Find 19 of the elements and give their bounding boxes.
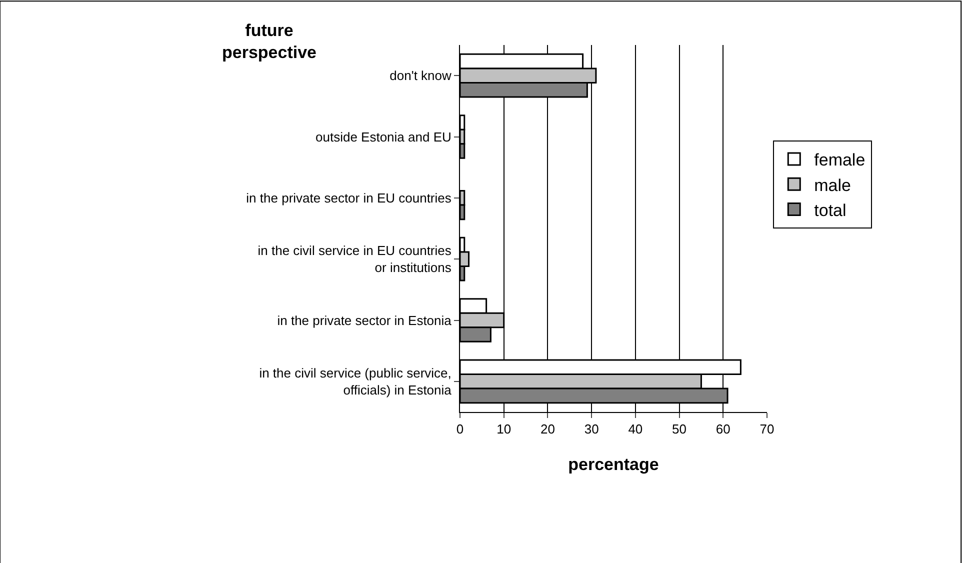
y-tick-label: outside Estonia and EU xyxy=(316,129,452,144)
x-tick-label: 0 xyxy=(456,422,464,437)
y-tick-label: in the civil service in EU countries or institutions xyxy=(258,243,452,276)
legend-label: male xyxy=(814,176,851,195)
legend-label: female xyxy=(814,150,866,170)
y-axis-title: future perspective xyxy=(222,21,316,62)
y-tick-label: in the civil service (public service, officials) in Estonia xyxy=(259,366,452,398)
x-axis-title: percentage xyxy=(568,455,659,474)
x-tick-label: 50 xyxy=(672,422,687,437)
x-tick-label: 40 xyxy=(628,422,643,437)
x-tick-label: 10 xyxy=(496,422,512,437)
y-tick-label: in the private sector in EU countries xyxy=(246,190,452,206)
x-tick-label: 20 xyxy=(540,422,555,437)
y-tick-label: in the private sector in Estonia xyxy=(277,312,452,328)
y-tick-label: don't know xyxy=(390,68,452,84)
x-tick-label: 70 xyxy=(760,422,774,437)
x-tick-label: 60 xyxy=(716,422,730,437)
x-tick-label: 30 xyxy=(584,422,599,437)
legend-label: total xyxy=(814,200,846,220)
